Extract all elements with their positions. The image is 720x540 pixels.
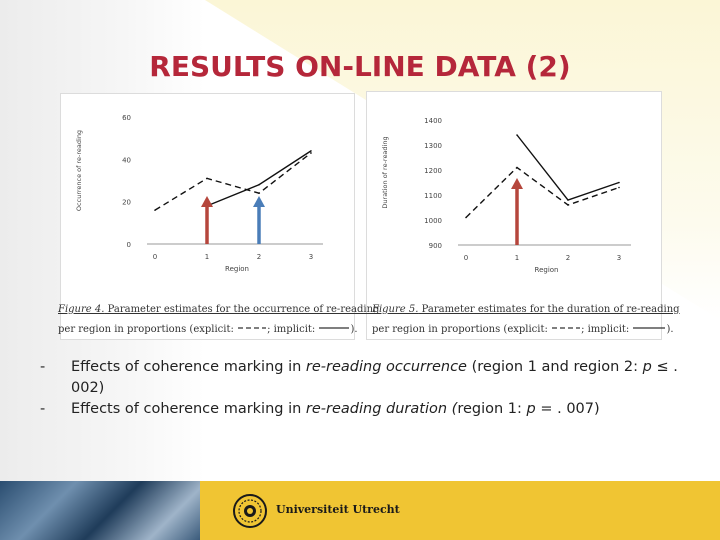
y-axis-label: Duration of re-reading xyxy=(381,136,389,208)
data-point xyxy=(567,199,569,201)
finding-p-symbol: p xyxy=(642,359,652,375)
y-tick-label: 20 xyxy=(122,199,131,207)
x-tick-label: 3 xyxy=(617,254,621,262)
series-explicit-line xyxy=(465,166,620,218)
data-point xyxy=(206,177,208,180)
x-tick-label: 1 xyxy=(205,253,209,261)
arrow-head xyxy=(511,178,523,189)
caption-line-2c: ). xyxy=(350,324,358,335)
duration-chart: 900 1000 1100 1200 1300 1400 0 1 2 3 Region Duratio… xyxy=(366,91,662,340)
finding-text: region 1: xyxy=(457,401,527,417)
y-tick-label: 900 xyxy=(429,242,442,250)
data-point xyxy=(258,183,260,186)
university-name: Universiteit Utrecht xyxy=(276,503,400,516)
series-implicit-line xyxy=(516,134,620,201)
series-explicit-line xyxy=(154,152,312,211)
caption-line-2b: ; implicit: xyxy=(581,324,630,335)
y-tick-label: 1100 xyxy=(424,192,442,200)
y-tick-label: 40 xyxy=(122,156,131,164)
x-tick-label: 0 xyxy=(153,253,157,261)
x-tick-label: 2 xyxy=(566,254,570,262)
occurrence-chart-svg: 0 20 40 60 0 1 2 3 Region Occurrence of re-readin… xyxy=(75,114,323,273)
data-point xyxy=(310,150,312,152)
footer-photo xyxy=(0,481,200,540)
data-point xyxy=(516,134,518,136)
y-tick-label: 1400 xyxy=(424,117,442,125)
data-point xyxy=(258,192,260,194)
data-point xyxy=(465,216,467,219)
data-point xyxy=(310,152,312,154)
footer-bar: Universiteit Utrecht xyxy=(0,481,720,540)
blue-arrow-icon xyxy=(253,196,265,244)
finding-emphasis: re-reading duration ( xyxy=(305,401,458,417)
data-point xyxy=(516,166,518,169)
figure-5-caption: Figure 5. Parameter estimates for the du… xyxy=(372,300,680,340)
university-seal-icon xyxy=(233,494,267,528)
finding-p-symbol: p xyxy=(526,401,536,417)
bullet-dash: - xyxy=(40,401,46,417)
red-arrow-icon xyxy=(511,178,523,245)
data-point xyxy=(618,181,620,184)
finding-text: Effects of coherence marking in xyxy=(71,359,306,375)
caption-line-2c: ). xyxy=(666,324,674,335)
dashed-legend-icon xyxy=(238,327,267,329)
x-tick-label: 3 xyxy=(309,253,313,261)
caption-line-1: Parameter estimates for the occurrence o… xyxy=(104,304,380,315)
caption-figure-label: Figure 4. xyxy=(58,304,105,315)
caption-line-2b: ; implicit: xyxy=(267,324,316,335)
caption-line-2a: per region in proportions (explicit: xyxy=(372,324,548,335)
x-tick-label: 0 xyxy=(464,254,468,262)
finding-duration: - Effects of coherence marking in re-read… xyxy=(40,399,680,420)
finding-emphasis: re-reading occurrence xyxy=(305,359,467,375)
finding-text: Effects of coherence marking in xyxy=(71,401,306,417)
caption-line-1: Parameter estimates for the duration of … xyxy=(418,304,680,315)
y-tick-label: 0 xyxy=(127,241,131,249)
data-point xyxy=(154,209,156,211)
x-tick-label: 1 xyxy=(515,254,519,262)
solid-legend-icon xyxy=(633,327,666,329)
red-arrow-icon xyxy=(201,196,213,244)
y-tick-label: 60 xyxy=(122,114,131,122)
figure-4-caption: Figure 4. Parameter estimates for the oc… xyxy=(58,300,379,340)
x-axis-label: Region xyxy=(535,266,559,274)
finding-occurrence: - Effects of coherence marking in re-read… xyxy=(40,357,680,399)
y-tick-label: 1200 xyxy=(424,167,442,175)
occurrence-chart: 0 20 40 60 0 1 2 3 Region Occurrence of re-readin… xyxy=(60,93,355,340)
solid-legend-icon xyxy=(319,327,350,329)
finding-text: ≤ . 002) xyxy=(71,359,678,396)
slide-title: RESULTS ON-LINE DATA (2) xyxy=(149,50,571,83)
findings-list: - Effects of coherence marking in re-read… xyxy=(40,357,680,420)
arrow-head xyxy=(253,196,265,207)
y-axis-label: Occurrence of re-reading xyxy=(75,130,83,211)
finding-text: = . 007) xyxy=(535,401,600,417)
y-tick-label: 1000 xyxy=(424,217,442,225)
x-axis-label: Region xyxy=(225,265,249,273)
data-point xyxy=(567,204,569,206)
finding-text: (region 1 and region 2: xyxy=(466,359,643,375)
y-tick-label: 1300 xyxy=(424,142,442,150)
dashed-legend-icon xyxy=(552,327,581,329)
duration-chart-svg: 900 1000 1100 1200 1300 1400 0 1 2 3 Region Duratio… xyxy=(381,117,631,274)
bullet-dash: - xyxy=(40,359,46,375)
caption-line-2a: per region in proportions (explicit: xyxy=(58,324,234,335)
caption-figure-label: Figure 5. xyxy=(372,304,419,315)
arrow-head xyxy=(201,196,213,207)
x-tick-label: 2 xyxy=(257,253,261,261)
data-point xyxy=(618,186,620,189)
